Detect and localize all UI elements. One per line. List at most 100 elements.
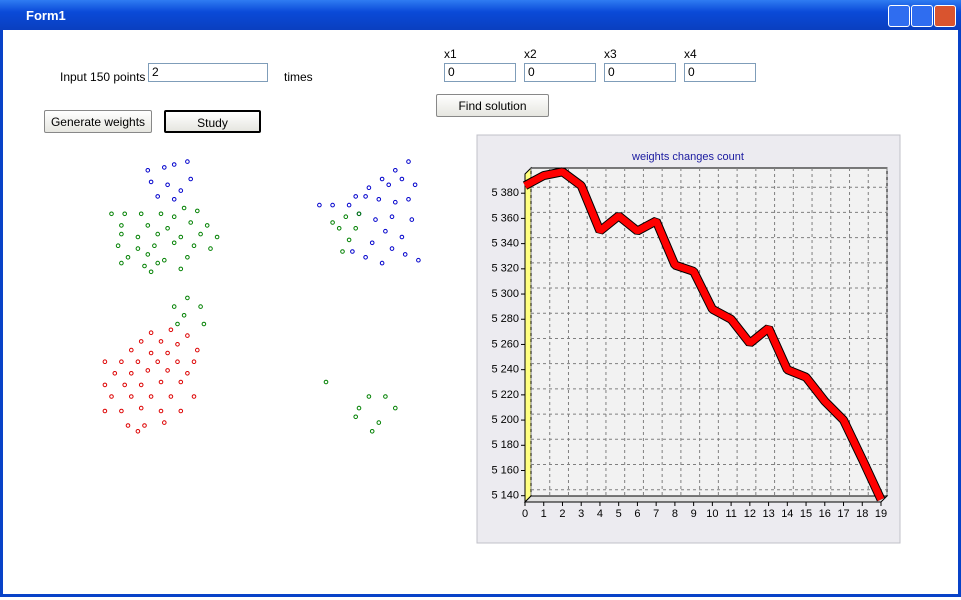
point	[158, 379, 164, 385]
point	[336, 226, 342, 231]
left-wall	[524, 166, 532, 504]
point	[343, 214, 349, 219]
point	[406, 159, 411, 164]
point	[178, 188, 184, 193]
study-button[interactable]: Study	[164, 110, 261, 133]
find-button[interactable]: Find solution	[436, 94, 549, 117]
weight-label: x1	[444, 47, 457, 61]
point	[376, 197, 382, 202]
plot-back	[530, 167, 888, 497]
y-tick-label: 5 260	[491, 338, 519, 350]
point	[102, 359, 108, 365]
x-tick-label: 10	[706, 508, 718, 520]
point	[188, 220, 193, 225]
y-tick-label: 5 280	[491, 313, 519, 325]
point	[138, 339, 144, 344]
minimize-button[interactable]	[888, 5, 910, 27]
weight-label: x4	[684, 47, 697, 61]
point	[129, 347, 134, 353]
y-tick-label: 5 360	[491, 212, 519, 224]
point	[171, 162, 177, 167]
point	[178, 408, 184, 414]
weight-box[interactable]: 0	[524, 63, 596, 82]
point	[119, 223, 124, 228]
point	[165, 350, 170, 356]
generate-button[interactable]: Generate weights	[44, 110, 152, 133]
point	[148, 394, 154, 399]
point	[181, 313, 187, 318]
point	[198, 231, 203, 237]
x-tick-label: 12	[744, 508, 756, 520]
point	[162, 257, 167, 263]
point	[373, 217, 378, 222]
point	[155, 359, 160, 365]
x-tick-label: 17	[837, 508, 849, 520]
point	[369, 429, 375, 434]
x-tick-label: 19	[875, 508, 887, 520]
point	[317, 202, 322, 208]
weight-box[interactable]: 0	[604, 63, 676, 82]
point	[145, 252, 151, 257]
point	[142, 263, 147, 269]
point	[330, 202, 335, 208]
x-tick-label: 18	[856, 508, 868, 520]
input-label: Input 150 points	[60, 70, 146, 84]
point	[346, 237, 352, 243]
point	[142, 423, 147, 428]
point	[129, 371, 134, 376]
x-tick-label: 14	[781, 508, 793, 520]
input-box[interactable]: 2	[148, 63, 268, 82]
point	[416, 257, 421, 263]
point	[353, 414, 359, 420]
y-tick-label: 5 380	[491, 187, 519, 199]
point	[115, 243, 121, 248]
weight-box[interactable]: 0	[684, 63, 756, 82]
point	[171, 214, 177, 219]
point	[109, 211, 114, 217]
point	[353, 194, 359, 199]
point	[178, 234, 184, 240]
point	[155, 260, 160, 266]
point	[185, 254, 190, 260]
y-tick-label: 5 180	[491, 439, 519, 451]
point	[171, 304, 177, 309]
point	[125, 254, 131, 260]
point	[356, 405, 362, 411]
point	[406, 197, 411, 202]
point	[138, 405, 144, 411]
point	[330, 220, 335, 225]
point	[168, 327, 174, 333]
point	[155, 194, 160, 199]
point	[152, 243, 157, 248]
x-tick-label: 11	[725, 508, 736, 520]
point	[175, 342, 180, 347]
chart-title: weights changes count	[631, 151, 744, 163]
weight-box[interactable]: 0	[444, 63, 516, 82]
point	[389, 214, 395, 219]
point	[369, 240, 375, 246]
point	[204, 223, 210, 228]
x-tick-label: 0	[522, 508, 528, 520]
point	[399, 176, 405, 182]
maximize-button[interactable]	[911, 5, 933, 27]
point	[119, 359, 124, 365]
point	[399, 234, 405, 240]
x-tick-label: 8	[672, 508, 678, 520]
point	[185, 295, 190, 301]
point	[119, 231, 124, 237]
point	[145, 368, 151, 373]
point	[119, 260, 124, 266]
x-tick-label: 13	[762, 508, 774, 520]
close-button[interactable]	[934, 5, 956, 27]
point	[393, 168, 398, 173]
point	[102, 408, 108, 414]
x-tick-label: 5	[616, 508, 622, 520]
point	[185, 371, 190, 376]
line	[523, 168, 885, 501]
weight-label: x3	[604, 47, 617, 61]
point	[129, 394, 134, 399]
point	[168, 394, 174, 399]
point	[350, 249, 355, 254]
